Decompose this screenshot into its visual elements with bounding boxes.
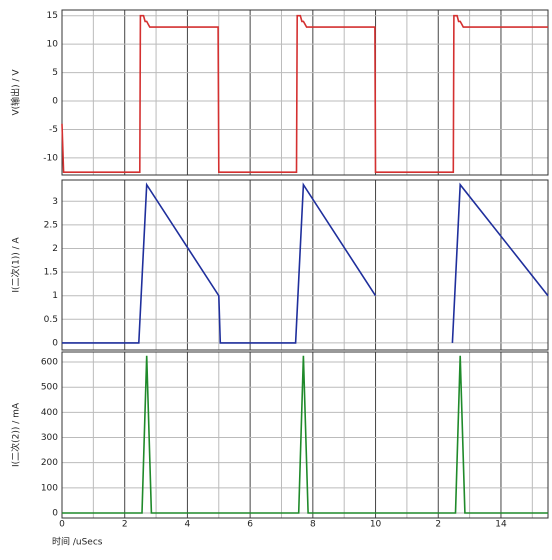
y-tick-label: 1.5 <box>44 268 58 278</box>
x-tick-label: 14 <box>495 520 507 530</box>
x-tick-label: 4 <box>185 520 191 530</box>
trace <box>61 14 548 173</box>
y-tick-label: 5 <box>52 68 58 78</box>
y-tick-label: 400 <box>41 408 58 418</box>
x-tick-label: 6 <box>247 520 253 530</box>
y-tick-label: 500 <box>41 383 58 393</box>
y-axis-label: I(二次(1)) / A <box>10 236 22 292</box>
y-tick-label: 2.5 <box>44 220 58 230</box>
y-tick-label: -5 <box>49 125 58 135</box>
x-tick-label: 2 <box>435 520 441 530</box>
x-tick-label: 0 <box>59 520 65 530</box>
trace <box>62 355 548 514</box>
y-tick-label: 0 <box>52 97 58 107</box>
y-tick-label: 600 <box>41 358 58 368</box>
y-axis-label: V(输出) / V <box>10 69 22 116</box>
y-axis-label: I(二次(2)) / mA <box>10 402 22 467</box>
y-tick-label: 300 <box>41 433 58 443</box>
y-tick-label: 15 <box>47 11 58 21</box>
x-tick-label: 2 <box>122 520 128 530</box>
y-tick-label: 2 <box>52 244 58 254</box>
y-tick-label: 100 <box>41 483 58 493</box>
x-tick-label: 8 <box>310 520 316 530</box>
x-axis-label: 时间 /uSecs <box>52 536 103 548</box>
y-tick-label: 0.5 <box>44 315 58 325</box>
panel-frame <box>61 179 549 351</box>
panel-frame <box>61 9 549 176</box>
y-tick-label: 10 <box>47 40 59 50</box>
panel-frame <box>61 351 549 519</box>
y-tick-label: 0 <box>52 338 58 348</box>
trace <box>62 182 549 344</box>
y-tick-label: 1 <box>52 291 58 301</box>
x-tick-label: 10 <box>370 520 382 530</box>
y-tick-label: -10 <box>43 153 58 163</box>
y-tick-label: 3 <box>52 197 58 207</box>
y-tick-label: 0 <box>52 508 58 518</box>
y-tick-label: 200 <box>41 458 58 468</box>
